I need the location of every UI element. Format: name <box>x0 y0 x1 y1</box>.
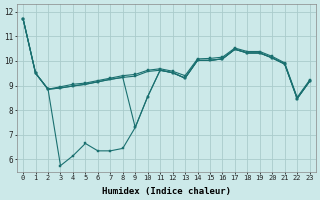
X-axis label: Humidex (Indice chaleur): Humidex (Indice chaleur) <box>102 187 231 196</box>
